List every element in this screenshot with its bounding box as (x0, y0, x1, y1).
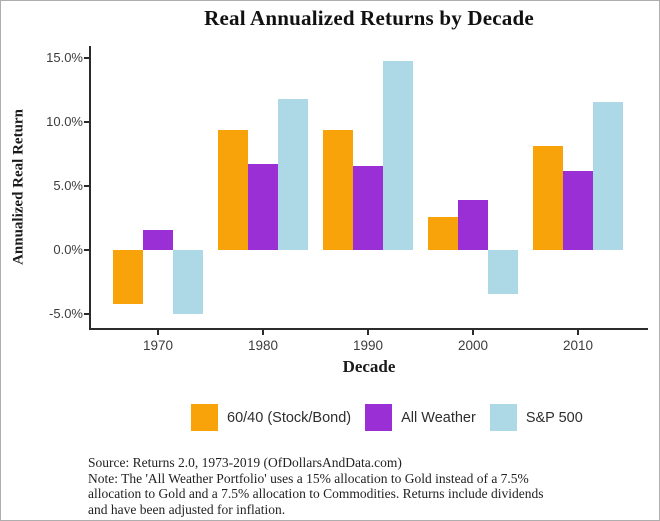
x-tick-label: 2000 (457, 338, 489, 353)
x-axis-line (89, 328, 648, 330)
y-tick-label: 0.0% (53, 242, 83, 257)
bar-all-weather-2010 (563, 170, 593, 250)
source-note: Source: Returns 2.0, 1973-2019 (OfDollar… (88, 455, 633, 517)
bar-60-40-stock-bond--2010 (533, 146, 563, 250)
bar-s-p-500-1970 (173, 250, 203, 314)
bar-60-40-stock-bond--2000 (428, 216, 458, 250)
x-tick-mark (262, 330, 264, 335)
y-tick-label: 5.0% (53, 178, 83, 193)
x-tick-label: 1970 (142, 338, 174, 353)
legend-label: S&P 500 (525, 409, 583, 426)
legend-swatch (365, 404, 393, 431)
bar-all-weather-1990 (353, 165, 383, 250)
legend-swatch (191, 404, 218, 431)
x-axis-title: Decade (342, 357, 396, 376)
chart-title: Real Annualized Returns by Decade (204, 6, 534, 30)
x-tick-mark (577, 330, 579, 335)
x-tick-mark (367, 330, 369, 335)
y-tick-mark (84, 313, 89, 315)
bar-s-p-500-2000 (488, 250, 518, 294)
x-tick-label: 2010 (562, 338, 594, 353)
chart-legend: 60/40 (Stock/Bond) All Weather S&P 500 (191, 404, 583, 431)
bar-60-40-stock-bond--1970 (113, 250, 143, 304)
note-line-1: Note: The 'All Weather Portfolio' uses a… (88, 470, 529, 486)
bar-60-40-stock-bond--1980 (218, 129, 248, 250)
y-axis-line (89, 46, 91, 330)
x-tick-mark (472, 330, 474, 335)
bar-all-weather-1970 (143, 229, 173, 250)
y-tick-mark (84, 249, 89, 251)
bar-all-weather-2000 (458, 200, 488, 250)
legend-label: All Weather (401, 409, 476, 426)
bar-60-40-stock-bond--1990 (323, 129, 353, 250)
x-tick-label: 1990 (352, 338, 384, 353)
bar-s-p-500-2010 (593, 101, 623, 250)
x-tick-mark (157, 330, 159, 335)
y-tick-label: -5.0% (49, 306, 83, 321)
x-tick-label: 1980 (247, 338, 279, 353)
y-tick-mark (84, 185, 89, 187)
y-tick-label: 15.0% (46, 50, 83, 65)
legend-label: 60/40 (Stock/Bond) (227, 409, 352, 426)
note-line-3: and have been adjusted for inflation. (88, 501, 286, 517)
y-tick-mark (84, 121, 89, 123)
legend-item: 60/40 (Stock/Bond) (191, 404, 351, 431)
bar-all-weather-1980 (248, 164, 278, 250)
y-tick-mark (84, 57, 89, 59)
note-line-2: allocation to Gold and a 7.5% allocation… (88, 486, 544, 501)
legend-item: S&P 500 (489, 404, 583, 431)
source-line: Source: Returns 2.0, 1973-2019 (OfDollar… (88, 455, 402, 470)
bar-s-p-500-1990 (383, 60, 413, 250)
legend-swatch (489, 404, 517, 431)
legend-item: All Weather (365, 404, 476, 431)
y-tick-label: 10.0% (46, 114, 83, 129)
bar-s-p-500-1980 (278, 98, 308, 250)
